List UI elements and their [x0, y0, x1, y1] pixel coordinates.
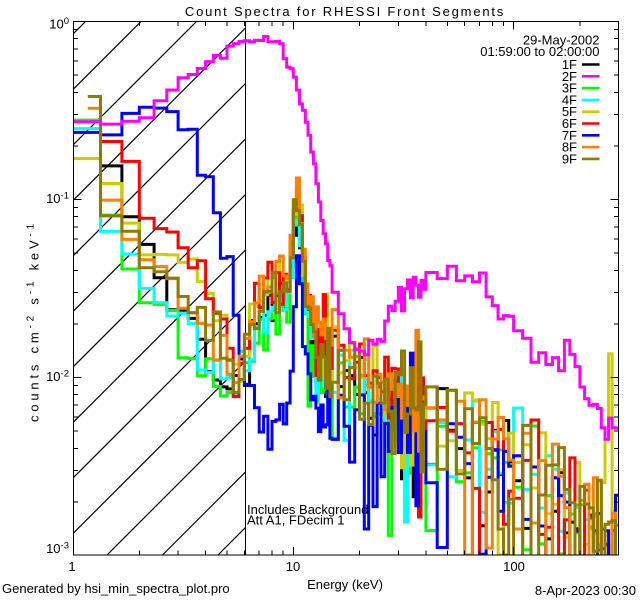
svg-text:1: 1 [68, 559, 75, 574]
svg-text:counts cm-2 s-1 keV-1: counts cm-2 s-1 keV-1 [26, 220, 42, 422]
svg-text:1F: 1F [562, 57, 577, 72]
svg-text:7F: 7F [562, 128, 577, 143]
svg-text:4F: 4F [562, 92, 577, 107]
svg-text:2F: 2F [562, 69, 577, 84]
svg-text:100: 100 [503, 559, 525, 574]
svg-text:Att A1, FDecim 1: Att A1, FDecim 1 [247, 513, 345, 528]
svg-text:5F: 5F [562, 104, 577, 119]
svg-text:Count Spectra for RHESSI Front: Count Spectra for RHESSI Front Segments [185, 4, 505, 19]
svg-text:8F: 8F [562, 140, 577, 155]
svg-text:3F: 3F [562, 81, 577, 96]
svg-text:Generated by hsi_min_spectra_p: Generated by hsi_min_spectra_plot.pro [2, 581, 230, 596]
svg-text:01:59:00 to 02:00:00: 01:59:00 to 02:00:00 [480, 44, 599, 59]
svg-text:Includes Background: Includes Background [247, 502, 368, 517]
svg-text:10: 10 [286, 559, 300, 574]
svg-text:Energy (keV): Energy (keV) [307, 577, 383, 592]
svg-text:29-May-2002: 29-May-2002 [523, 33, 600, 48]
svg-text:6F: 6F [562, 116, 577, 131]
svg-text:9F: 9F [562, 151, 577, 166]
svg-text:8-Apr-2023 00:30: 8-Apr-2023 00:30 [535, 583, 636, 598]
